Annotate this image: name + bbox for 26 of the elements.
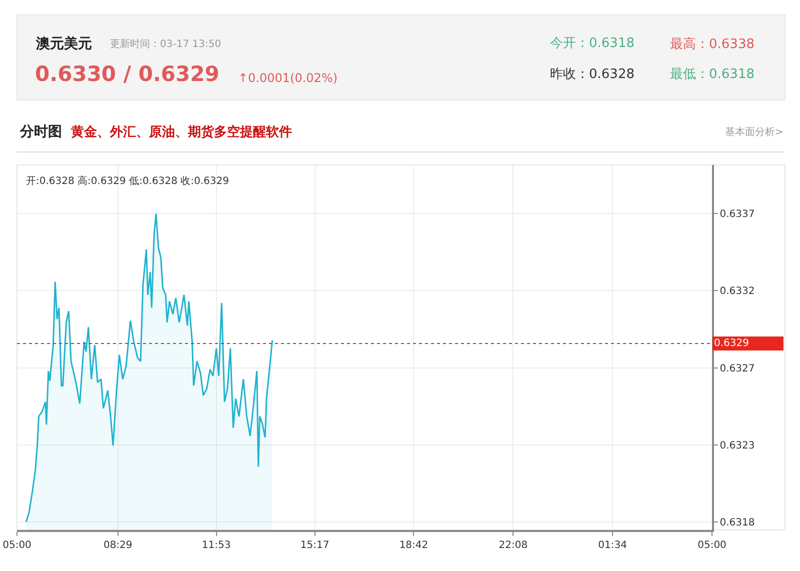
text: 今开：0.6318 xyxy=(550,36,634,51)
text: 0.6330 / 0.6329 xyxy=(35,62,220,86)
text: ↑0.0001(0.02%) xyxy=(238,71,338,85)
x-tick-label: 11:53 xyxy=(202,540,231,551)
ref-line-label: 0.6329 xyxy=(714,338,749,349)
text: 最高：0.6338 xyxy=(670,36,754,52)
x-tick-label: 22:08 xyxy=(498,540,528,551)
x-tick-label: 18:42 xyxy=(399,540,428,551)
y-tick-label: 0.6327 xyxy=(720,363,755,374)
text: 黄金、外汇、原油、期货多空提醒软件 xyxy=(70,124,292,140)
text: 最低：0.6318 xyxy=(670,67,754,82)
chart-subtitle: 更新时间：03-17 13:50 xyxy=(110,38,222,50)
y-tick-label: 0.6318 xyxy=(720,517,755,528)
annotation: 开:0.6328 高:0.6329 低:0.6328 收:0.6329 xyxy=(26,175,229,187)
x-tick-label: 01:34 xyxy=(598,540,627,551)
y-tick-label: 0.6337 xyxy=(720,209,755,220)
y-tick-label: 0.6332 xyxy=(720,286,755,298)
x-tick-label: 08:29 xyxy=(103,540,132,551)
chart-title: 澳元美元 xyxy=(35,35,92,52)
text: 分时图 xyxy=(19,124,62,140)
text: 基本面分析> xyxy=(725,126,784,138)
y-tick-label: 0.6323 xyxy=(720,440,755,452)
text: 昨收：0.6328 xyxy=(550,67,634,82)
x-tick-label: 15:17 xyxy=(300,540,330,551)
x-tick-label: 05:00 xyxy=(2,540,32,551)
x-tick-label: 05:00 xyxy=(698,540,726,551)
